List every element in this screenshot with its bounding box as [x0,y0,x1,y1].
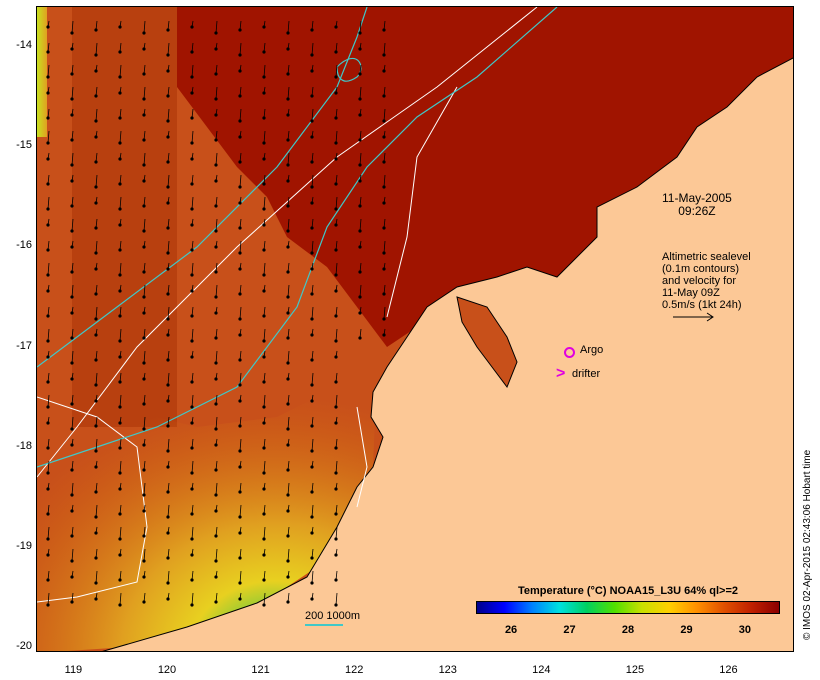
longitude-tick-label: 119 [64,664,83,676]
latitude-tick-label: -20 [16,639,32,652]
sst-map-canvas [37,7,793,651]
latitude-tick-label: -15 [16,139,32,152]
colorbar-tick-label: 27 [563,624,576,636]
image-date: 11-May-2005 [662,191,732,205]
argo-label: Argo [580,344,604,356]
drifter-icon[interactable]: > [556,365,566,382]
argo-float-icon[interactable] [564,347,575,358]
longitude-tick-label: 120 [157,664,177,676]
longitude-tick-label: 126 [719,664,738,676]
isobath-legend-label: 200 1000m [305,610,361,622]
colorbar-tick-label: 30 [738,624,752,636]
king-sound [456,296,518,389]
colorbar-title: Temperature (°C) NOAA15_L3U 64% ql>=2 [518,585,738,597]
altimetry-note-line: Altimetric sealevel [662,251,751,263]
velocity-arrow-field [46,20,386,607]
velocity-scale-arrow [673,312,714,322]
ocean-west-edge [37,7,47,137]
altimetry-note-line: and velocity for [662,275,736,287]
latitude-tick-label: -17 [16,339,32,352]
longitude-tick-label: 124 [532,664,551,676]
altimetry-note-line: 11-May 09Z [662,287,720,299]
latitude-tick-label: -14 [16,39,32,52]
altimetry-note: Altimetric sealevel (0.1m contours) and ve… [662,251,751,311]
colorbar-tick-label: 26 [504,624,518,636]
altimetry-note-line: 0.5m/s (1kt 24h) [662,299,742,311]
ocean-west-band [72,7,177,427]
isobath-legend-line [305,624,343,626]
longitude-tick-label: 121 [251,664,270,676]
longitude-tick-label: 125 [625,664,645,676]
latitude-tick-label: -18 [16,439,32,452]
longitude-tick-label: 122 [344,664,364,676]
image-timestamp: 11-May-2005 09:26Z [662,192,732,218]
colorbar-tick-label: 28 [621,624,635,636]
credit-text: © IMOS 02-Apr-2015 02:43:06 Hobart time [802,449,813,640]
latitude-tick-label: -19 [16,539,32,552]
temperature-colorbar [476,601,780,614]
land-mass [102,57,793,651]
image-time: 09:26Z [678,204,716,218]
altimetry-note-line: (0.1m contours) [662,263,740,275]
colorbar-tick-label: 29 [680,624,693,636]
ocean-coastal-cool [37,367,377,651]
longitude-tick-label: 123 [438,664,457,676]
drifter-label: drifter [572,368,601,380]
sst-map[interactable] [36,6,794,652]
latitude-tick-label: -16 [16,239,32,252]
